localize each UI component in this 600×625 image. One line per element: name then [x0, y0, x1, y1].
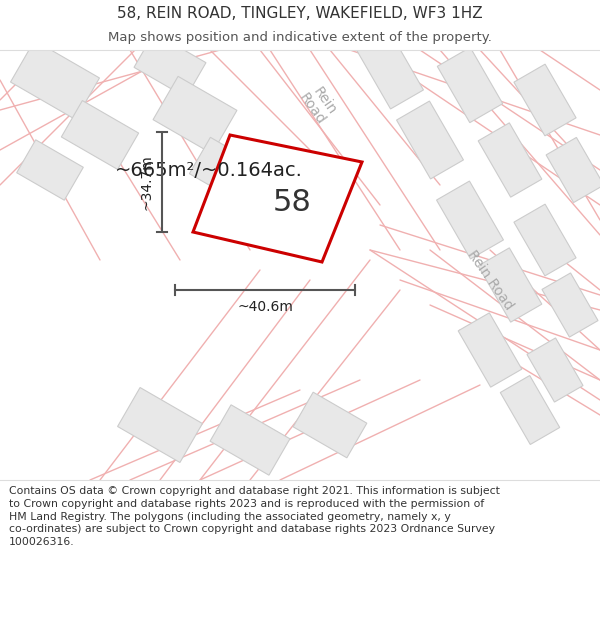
- Text: ~40.6m: ~40.6m: [237, 300, 293, 314]
- Polygon shape: [546, 138, 600, 202]
- Polygon shape: [118, 388, 202, 462]
- Polygon shape: [193, 135, 362, 262]
- Text: Rein
Road: Rein Road: [296, 82, 340, 127]
- Polygon shape: [437, 181, 503, 259]
- Polygon shape: [11, 41, 100, 119]
- Polygon shape: [478, 123, 542, 197]
- Polygon shape: [210, 405, 290, 475]
- Polygon shape: [542, 273, 598, 337]
- Polygon shape: [293, 392, 367, 458]
- Text: Map shows position and indicative extent of the property.: Map shows position and indicative extent…: [108, 31, 492, 44]
- Text: 58, REIN ROAD, TINGLEY, WAKEFIELD, WF3 1HZ: 58, REIN ROAD, TINGLEY, WAKEFIELD, WF3 1…: [117, 6, 483, 21]
- Text: ~34.7m: ~34.7m: [140, 154, 154, 210]
- Polygon shape: [153, 76, 237, 154]
- Polygon shape: [500, 376, 560, 444]
- Text: Contains OS data © Crown copyright and database right 2021. This information is : Contains OS data © Crown copyright and d…: [9, 486, 500, 547]
- Text: ~665m²/~0.164ac.: ~665m²/~0.164ac.: [115, 161, 303, 179]
- Polygon shape: [61, 101, 139, 169]
- Polygon shape: [527, 338, 583, 402]
- Polygon shape: [478, 248, 542, 322]
- Polygon shape: [17, 140, 83, 200]
- Text: Rein Road: Rein Road: [464, 248, 515, 312]
- Polygon shape: [514, 64, 576, 136]
- Polygon shape: [356, 31, 424, 109]
- Polygon shape: [397, 101, 463, 179]
- Polygon shape: [437, 48, 503, 122]
- Polygon shape: [190, 138, 260, 202]
- Polygon shape: [458, 313, 522, 387]
- Text: 58: 58: [272, 188, 311, 218]
- Polygon shape: [514, 204, 576, 276]
- Polygon shape: [134, 32, 206, 98]
